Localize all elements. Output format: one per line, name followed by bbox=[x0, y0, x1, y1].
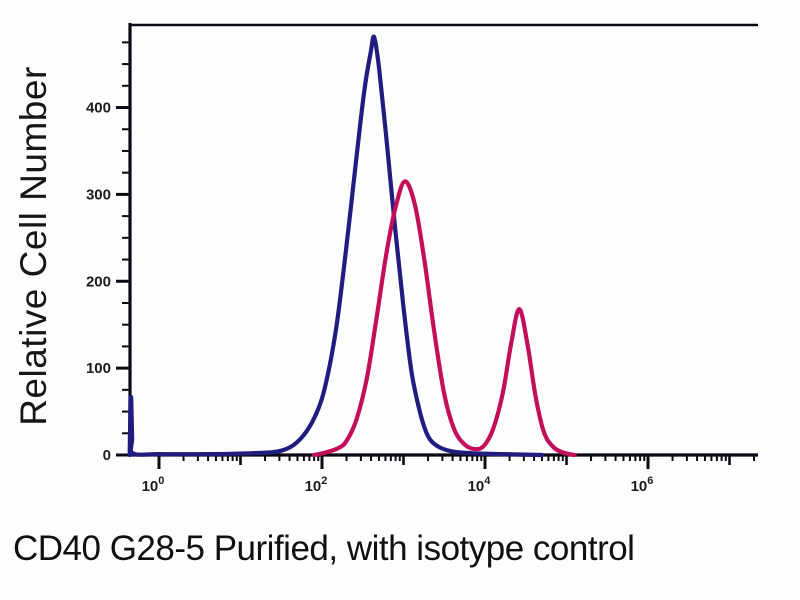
series-curve-isotype-control bbox=[127, 34, 545, 458]
x-tick-label: 106 bbox=[631, 475, 654, 495]
x-tick-label: 100 bbox=[142, 475, 165, 495]
y-tick-label: 100 bbox=[86, 360, 111, 377]
chart-caption: CD40 G28-5 Purified, with isotype contro… bbox=[13, 529, 635, 568]
series-curve-cd40 bbox=[311, 179, 577, 458]
y-tick-label: 0 bbox=[103, 447, 111, 464]
x-tick-label: 104 bbox=[468, 475, 492, 495]
y-tick-label: 200 bbox=[86, 273, 111, 290]
y-tick-label: 300 bbox=[86, 186, 111, 203]
y-tick-label: 400 bbox=[86, 100, 111, 117]
x-tick-label: 102 bbox=[305, 475, 328, 495]
